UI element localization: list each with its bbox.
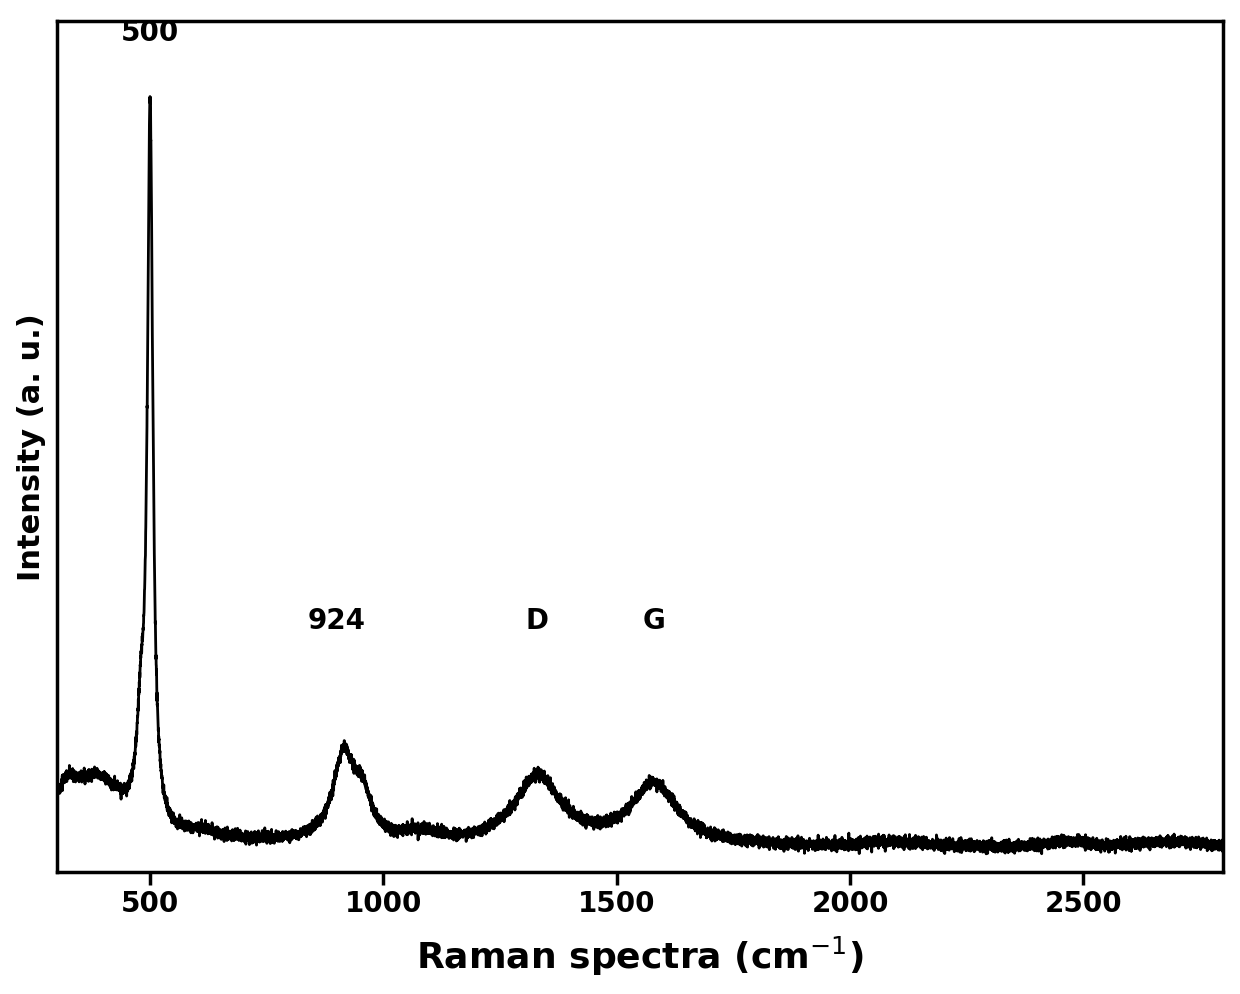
Text: 500: 500 xyxy=(122,19,180,47)
Text: G: G xyxy=(642,606,666,634)
Y-axis label: Intensity (a. u.): Intensity (a. u.) xyxy=(16,313,46,580)
Text: D: D xyxy=(526,606,549,634)
Text: 924: 924 xyxy=(308,606,366,634)
X-axis label: Raman spectra (cm$^{-1}$): Raman spectra (cm$^{-1}$) xyxy=(417,934,864,977)
